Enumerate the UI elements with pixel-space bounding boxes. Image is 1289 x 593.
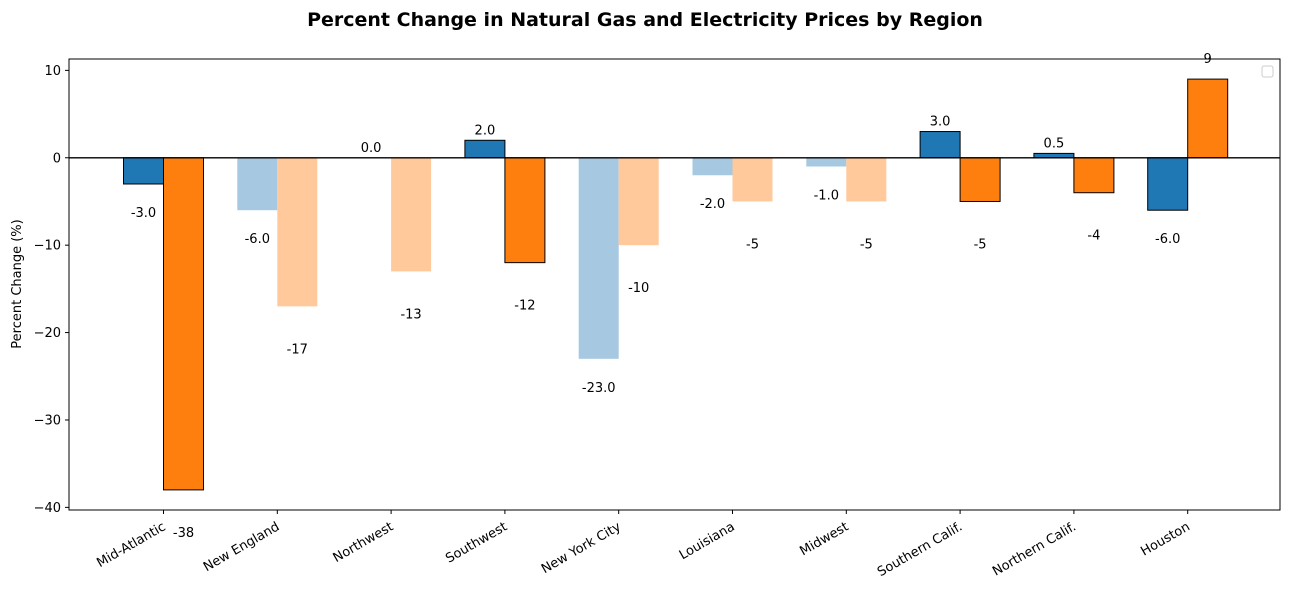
y-tick-label-4: −30 bbox=[34, 413, 61, 428]
data-label-series1-7: 3.0 bbox=[930, 115, 951, 130]
data-label-series1-8: 0.5 bbox=[1044, 136, 1065, 151]
bar-series1-7 bbox=[919, 131, 961, 159]
bar-series1-6 bbox=[806, 157, 847, 167]
data-label-series2-4: -10 bbox=[628, 281, 649, 296]
bar-series1-5 bbox=[692, 157, 733, 176]
data-label-series1-0: -3.0 bbox=[131, 206, 156, 221]
data-label-series1-6: -1.0 bbox=[814, 189, 839, 204]
data-label-series1-4: -23.0 bbox=[582, 381, 616, 396]
data-label-series2-3: -12 bbox=[514, 299, 535, 314]
bar-series2-3 bbox=[504, 157, 546, 264]
bar-series1-3 bbox=[464, 139, 506, 159]
x-tick-label-2: Northwest bbox=[331, 519, 396, 565]
data-label-series1-1: -6.0 bbox=[245, 232, 270, 247]
data-label-series1-5: -2.0 bbox=[700, 197, 725, 212]
bar-series2-5 bbox=[732, 157, 773, 202]
bar-series1-0 bbox=[123, 157, 164, 185]
data-label-series2-6: -5 bbox=[860, 237, 873, 252]
legend-box bbox=[1261, 65, 1274, 78]
x-tick-label-8: Northern Calif. bbox=[990, 519, 1079, 579]
data-label-series2-0: -38 bbox=[173, 526, 194, 541]
bar-series2-4 bbox=[618, 157, 659, 246]
y-axis-label: Percent Change (%) bbox=[10, 219, 25, 348]
data-label-series1-3: 2.0 bbox=[475, 123, 496, 138]
bar-series2-1 bbox=[277, 157, 318, 307]
x-tick-label-7: Southern Calif. bbox=[875, 519, 965, 580]
plot-area: -3.0 -6.0 0.0 2.0 -23.0 -2.0 -1.0 3.0 0.5 -6.0 -38… bbox=[34, 52, 1281, 580]
x-tick-label-9: Houston bbox=[1138, 519, 1192, 559]
y-tick-label-1: 0 bbox=[53, 151, 61, 166]
data-label-series2-8: -4 bbox=[1087, 229, 1100, 244]
data-label-series2-2: -13 bbox=[400, 307, 421, 322]
bar-series2-7 bbox=[959, 157, 1001, 202]
data-label-series2-7: -5 bbox=[974, 237, 987, 252]
bar-series2-9 bbox=[1187, 78, 1229, 159]
y-tick-label-3: −20 bbox=[34, 326, 61, 341]
x-tick-label-5: Louisiana bbox=[677, 519, 738, 563]
y-tick-label-2: −10 bbox=[34, 239, 61, 254]
data-label-series2-9: 9 bbox=[1204, 52, 1212, 67]
data-label-series2-5: -5 bbox=[746, 237, 759, 252]
y-tick-label-0: 10 bbox=[44, 64, 61, 79]
x-tick-label-4: New York City bbox=[539, 519, 624, 577]
bar-series2-8 bbox=[1073, 157, 1115, 194]
data-label-series1-9: -6.0 bbox=[1155, 232, 1180, 247]
bar-series1-9 bbox=[1147, 157, 1189, 211]
plot-frame bbox=[68, 58, 1281, 511]
x-tick-label-0: Mid-Atlantic bbox=[94, 519, 168, 570]
bar-series1-4 bbox=[578, 157, 619, 359]
x-tick-label-1: New England bbox=[201, 519, 282, 575]
data-label-series2-1: -17 bbox=[287, 342, 308, 357]
bar-series2-0 bbox=[163, 157, 204, 491]
chart-title: Percent Change in Natural Gas and Electr… bbox=[307, 9, 983, 31]
bar-series2-6 bbox=[846, 157, 887, 202]
x-tick-label-3: Southwest bbox=[443, 519, 510, 566]
data-label-series1-2: 0.0 bbox=[361, 141, 382, 156]
x-tick-label-6: Midwest bbox=[797, 519, 851, 559]
y-tick-label-5: −40 bbox=[34, 501, 61, 516]
bar-series2-2 bbox=[391, 157, 432, 272]
bar-series1-1 bbox=[237, 157, 278, 211]
